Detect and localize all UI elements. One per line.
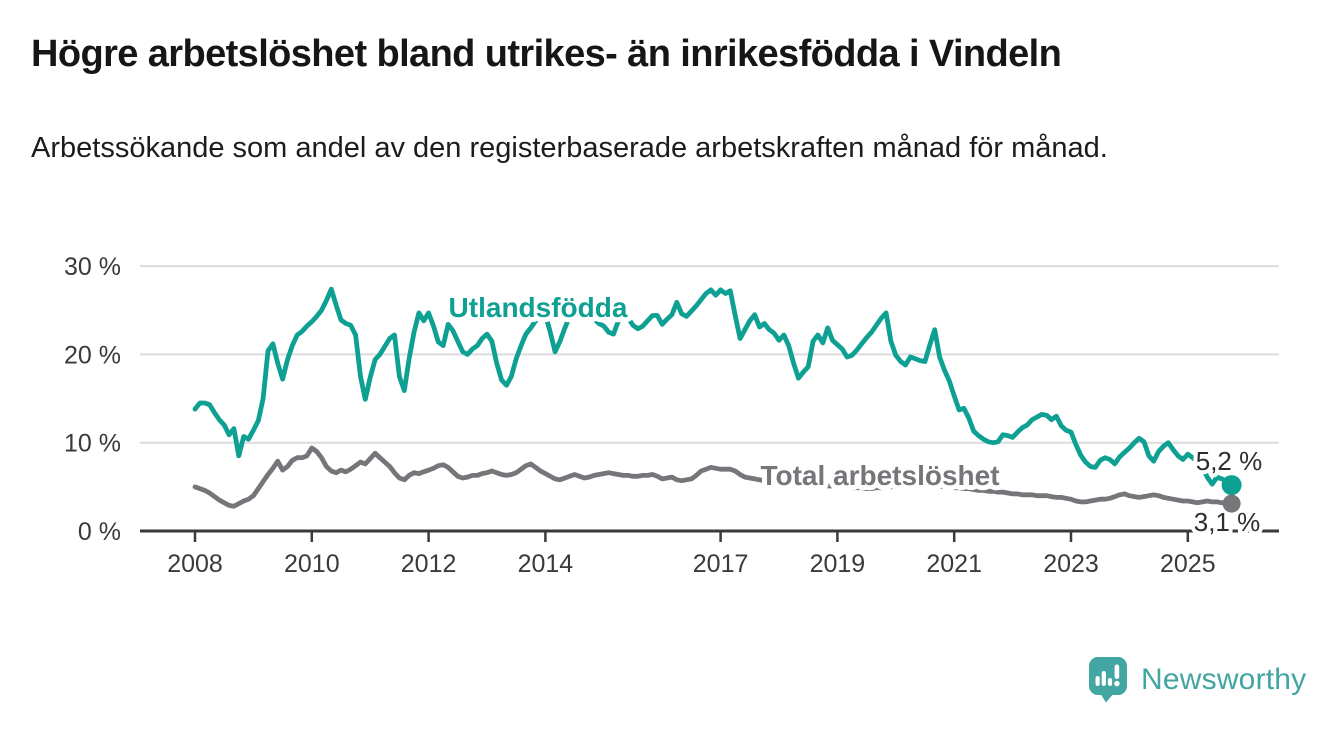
series-end-dots <box>1221 475 1242 513</box>
x-tick-label: 2012 <box>401 550 457 578</box>
page-subtitle: Arbetssökande som andel av den registerb… <box>31 132 1108 164</box>
x-tick-label: 2023 <box>1043 550 1099 578</box>
series-label-total-arbetsloshet: Total arbetslöshet <box>760 460 999 491</box>
x-tick-label: 2019 <box>810 550 866 578</box>
page-title: Högre arbetslöshet bland utrikes- än inr… <box>31 33 1062 75</box>
x-tick-label: 2021 <box>926 550 982 578</box>
series-label-utlandsfodda: Utlandsfödda <box>449 292 628 323</box>
y-tick-label: 20 % <box>64 341 121 369</box>
series-end-dot-1 <box>1222 494 1241 513</box>
series-line-0 <box>192 286 1234 488</box>
newsworthy-brand-text: Newsworthy <box>1141 662 1307 696</box>
x-tick-label: 2017 <box>693 550 749 578</box>
x-tick-label: 2025 <box>1160 550 1216 578</box>
y-tick-label: 30 % <box>64 253 121 281</box>
newsworthy-logo: Newsworthy <box>1088 656 1306 703</box>
y-tick-label: 0 % <box>78 518 121 546</box>
series-end-dot-0 <box>1221 475 1242 496</box>
end-value-label-utlandsfodda: 5,2 % <box>1196 446 1263 476</box>
chart-plot-area: 30 % 20 % 10 % 0 % 2008 2010 2012 2014 2017 2019 2… <box>64 253 1279 578</box>
y-tick-label: 10 % <box>64 430 121 458</box>
series-line-1 <box>192 445 1234 509</box>
x-tick-label: 2014 <box>518 550 574 578</box>
x-tick-label: 2008 <box>167 550 223 578</box>
end-value-label-total: 3,1 % <box>1194 507 1261 537</box>
x-tick-label: 2010 <box>284 550 340 578</box>
bar-chart-speech-bubble-icon <box>1089 657 1127 703</box>
